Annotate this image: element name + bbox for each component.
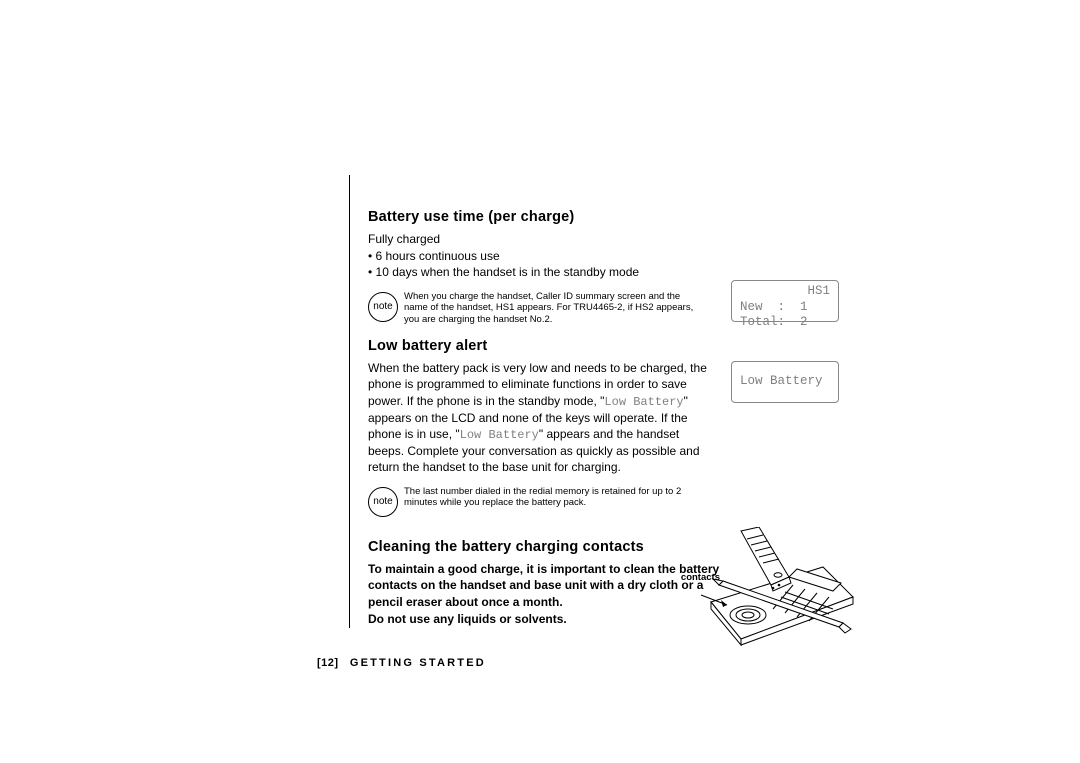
section-title: GETTING STARTED	[350, 657, 486, 669]
list-item: 6 hours continuous use	[368, 248, 852, 264]
battery-bullets: 6 hours continuous use 10 days when the …	[368, 248, 852, 280]
list-item: 10 days when the handset is in the stand…	[368, 264, 852, 280]
content-area: Battery use time (per charge) Fully char…	[350, 175, 852, 628]
heading-low-battery: Low battery alert	[368, 338, 852, 354]
note-icon: note	[368, 487, 398, 517]
phone-base-illustration	[693, 527, 858, 647]
note-icon: note	[368, 292, 398, 322]
heading-battery-use-time: Battery use time (per charge)	[368, 209, 852, 225]
lcd-inline-text: Low Battery	[460, 428, 539, 442]
lcd-low-battery-screen: Low Battery	[731, 361, 839, 403]
low-battery-paragraph: When the battery pack is very low and ne…	[368, 360, 718, 475]
manual-page: Battery use time (per charge) Fully char…	[349, 175, 869, 628]
note-2-text: The last number dialed in the redial mem…	[404, 486, 704, 510]
cleaning-paragraph: To maintain a good charge, it is importa…	[368, 561, 733, 628]
note-1-text: When you charge the handset, Caller ID s…	[404, 291, 704, 327]
page-number: [12]	[317, 657, 339, 669]
note-2: note The last number dialed in the redia…	[368, 486, 852, 517]
fully-charged-label: Fully charged	[368, 231, 852, 247]
lcd-callerid-screen: HS1 New : 1 Total: 2	[731, 280, 839, 322]
page-footer: [12] GETTING STARTED	[317, 657, 486, 669]
lcd-inline-text: Low Battery	[604, 395, 683, 409]
